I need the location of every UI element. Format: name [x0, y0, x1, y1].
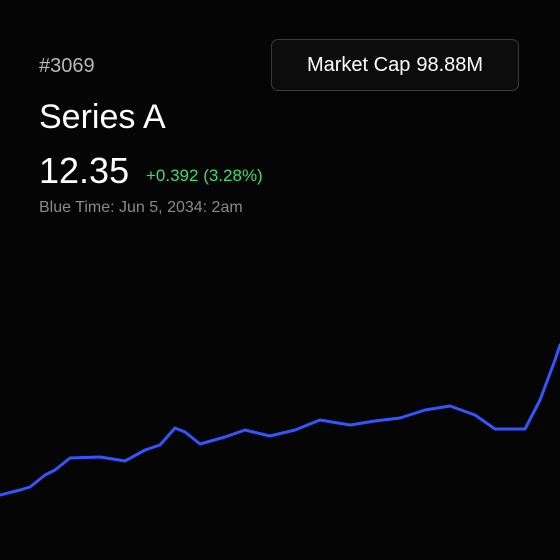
- market-cap-value: 98.88M: [416, 53, 484, 76]
- series-title: Series A: [39, 98, 166, 136]
- market-cap-label: Market Cap: [306, 53, 411, 76]
- market-cap-button[interactable]: Market Cap 98.88M: [271, 39, 519, 91]
- price: 12.35: [39, 150, 130, 191]
- item-id: #3069: [39, 55, 95, 77]
- price-line: [0, 343, 560, 497]
- timestamp: Blue Time: Jun 5, 2034: 2am: [39, 199, 243, 216]
- price-change: +0.392 (3.28%): [146, 166, 263, 185]
